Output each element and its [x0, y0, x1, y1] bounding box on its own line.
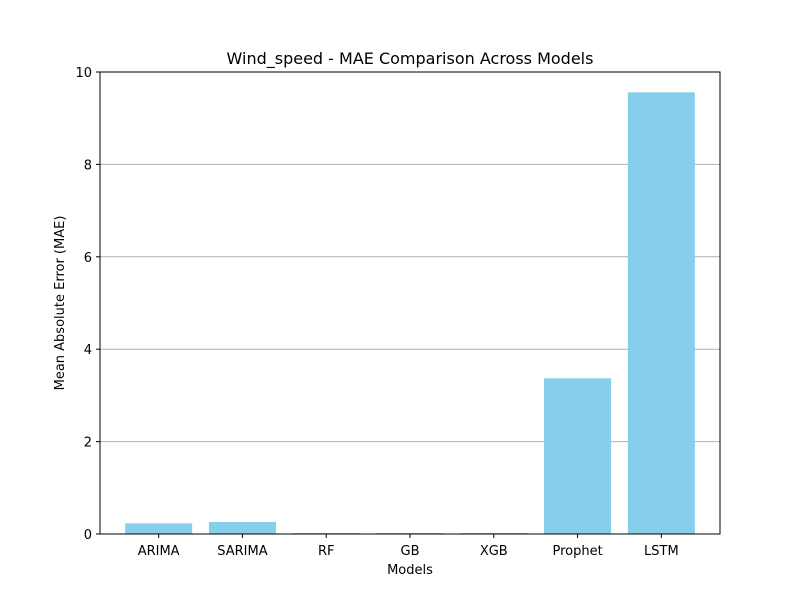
x-tick-label: XGB: [480, 544, 508, 559]
y-tick-label: 10: [75, 66, 92, 81]
gridlines: [100, 163, 720, 443]
bar-lstm: [627, 92, 695, 534]
y-tick-label: 6: [84, 251, 92, 266]
x-axis: ARIMA SARIMA RF GB XGB Prophet LSTM: [138, 534, 679, 559]
x-tick-label: ARIMA: [138, 544, 180, 559]
x-tick-label: RF: [318, 544, 335, 559]
y-tick-label: 4: [84, 343, 92, 358]
x-tick-label: SARIMA: [217, 544, 267, 559]
bar-prophet: [544, 378, 612, 534]
y-tick-label: 0: [84, 528, 92, 543]
y-tick-label: 2: [84, 436, 92, 451]
bars: [125, 92, 695, 534]
plot-frame: [99, 71, 721, 535]
bar-sarima: [208, 521, 276, 534]
bar-arima: [125, 523, 193, 534]
chart-title: Wind_speed - MAE Comparison Across Model…: [227, 49, 594, 69]
x-tick-label: Prophet: [552, 544, 602, 559]
x-tick-label: LSTM: [644, 544, 679, 559]
y-axis: 0 2 4 6 8 10: [75, 66, 100, 543]
x-tick-label: GB: [401, 544, 420, 559]
y-axis-title: Mean Absolute Error (MAE): [53, 216, 68, 391]
x-axis-title: Models: [387, 563, 433, 578]
y-tick-label: 8: [84, 158, 92, 173]
